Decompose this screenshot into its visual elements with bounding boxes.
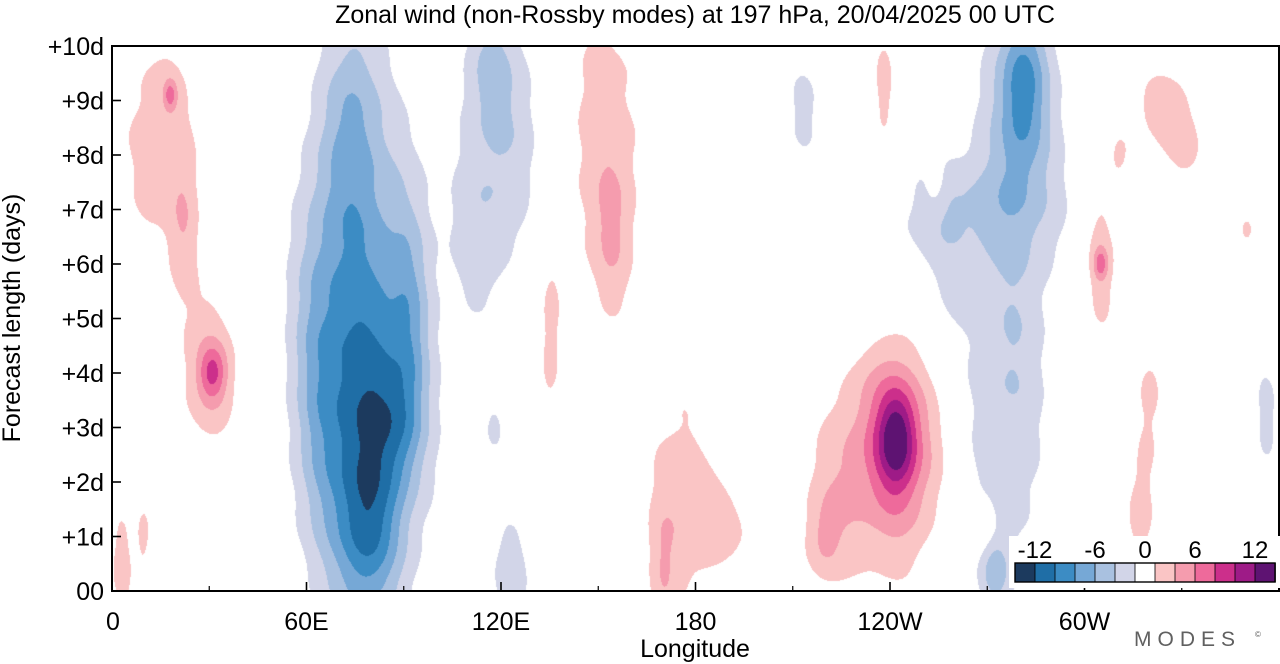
colorbar-legend: -12 -6 0 6 12	[1009, 536, 1280, 588]
colorbar-swatch	[1154, 562, 1176, 583]
logo-text: MODES	[1134, 628, 1241, 651]
contour-field	[112, 46, 1279, 591]
chart-title: Zonal wind (non-Rossby modes) at 197 hPa…	[335, 1, 1055, 29]
x-tick-label: 60W	[1059, 608, 1111, 636]
colorbar-swatch	[1034, 562, 1056, 583]
x-tick-label: 60E	[284, 608, 328, 636]
colorbar-swatch	[1014, 562, 1036, 583]
colorbar-swatch	[1134, 562, 1156, 583]
modes-logo: MODES ©	[1134, 628, 1261, 651]
y-axis: 00 +1d +2d +3d +4d +5d +6d +7d +8d +9d +10d	[48, 33, 121, 606]
y-tick-label: +7d	[62, 197, 104, 225]
x-tick-label: 120W	[857, 608, 923, 636]
colorbar-swatch	[1074, 562, 1096, 583]
colorbar-swatch	[1214, 562, 1236, 583]
colorbar-frame	[1014, 562, 1276, 583]
colorbar-swatch	[1054, 562, 1076, 583]
x-tick-label: 0	[106, 608, 120, 636]
colorbar-swatch	[1234, 562, 1256, 583]
y-tick-label: +3d	[62, 415, 104, 443]
colorbar-swatch	[1114, 562, 1136, 583]
colorbar-swatch	[1174, 562, 1196, 583]
colorbar-label: 0	[1138, 537, 1151, 564]
colorbar-label: 12	[1242, 537, 1269, 564]
y-tick-label: +5d	[62, 306, 104, 334]
x-axis-label: Longitude	[640, 635, 750, 663]
colorbar-label: 6	[1188, 537, 1201, 564]
y-tick-label: +2d	[62, 469, 104, 497]
x-tick-label: 180	[675, 608, 717, 636]
colorbar-swatch	[1094, 562, 1116, 583]
y-tick-label: +4d	[62, 360, 104, 388]
y-axis-label: Forecast length (days)	[0, 194, 26, 443]
y-tick-label: +8d	[62, 142, 104, 170]
y-tick-label: +9d	[62, 88, 104, 116]
colorbar-label: -6	[1084, 537, 1105, 564]
x-tick-label: 120E	[472, 608, 530, 636]
colorbar-swatch	[1254, 562, 1276, 583]
colorbar-swatch	[1194, 562, 1216, 583]
x-axis: 0 60E 120E 180 120W 60W	[106, 582, 1183, 636]
contour-image	[112, 46, 1279, 591]
y-tick-label: +10d	[48, 33, 104, 61]
colorbar-label: -12	[1018, 537, 1053, 564]
logo-mark: ©	[1255, 630, 1261, 639]
y-tick-label: +1d	[62, 524, 104, 552]
y-tick-label: 00	[76, 578, 104, 606]
y-tick-label: +6d	[62, 251, 104, 279]
